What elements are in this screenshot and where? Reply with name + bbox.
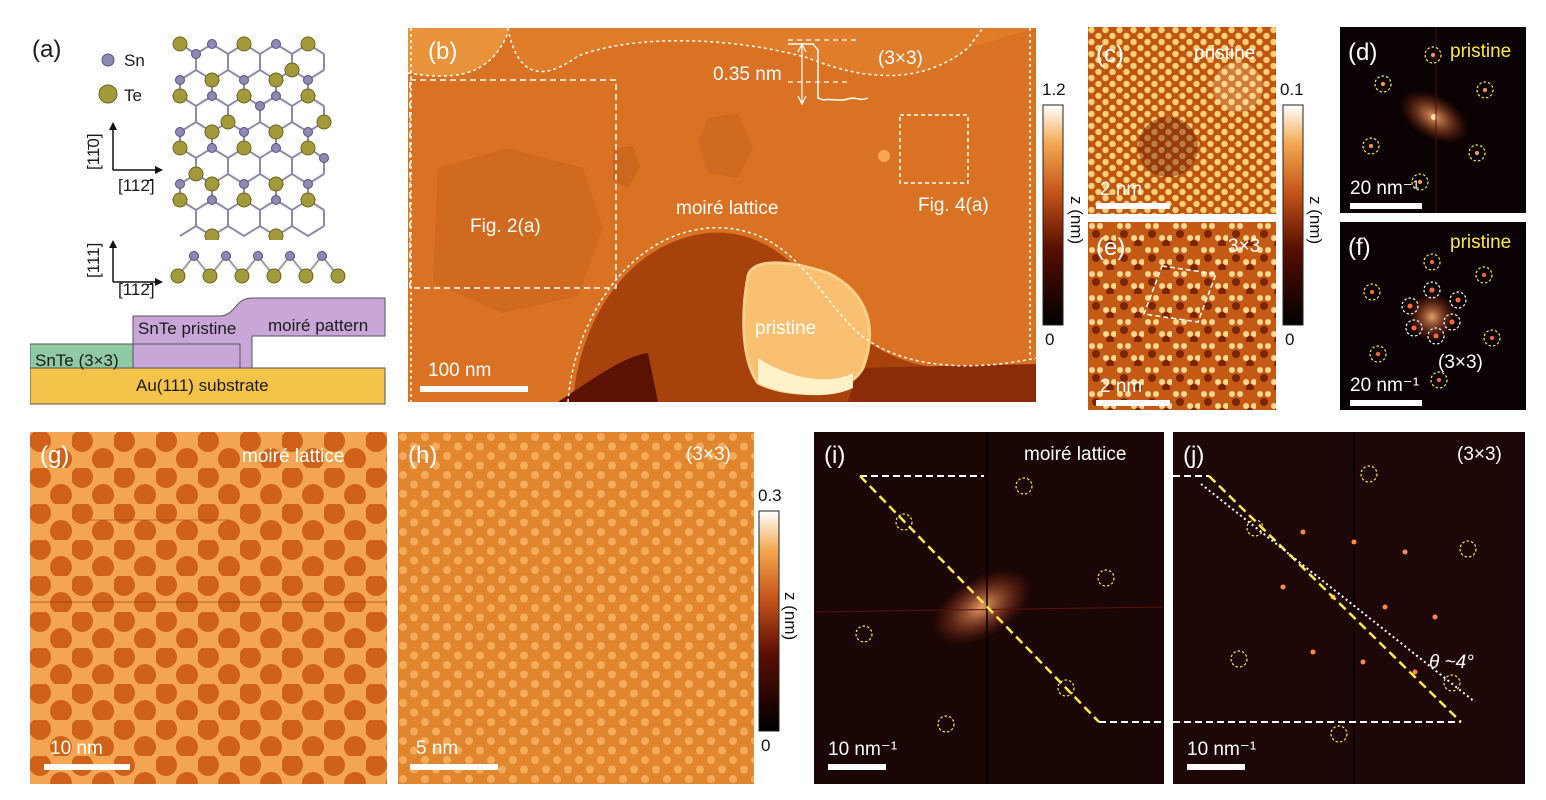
panel-label: (g) (40, 442, 70, 469)
scale-bar-label: 20 nm⁻¹ (1350, 178, 1420, 199)
sn-atom-icon (101, 53, 115, 67)
colorbar-b-axis-label: z (nm) (1067, 196, 1086, 245)
step-height-label: 0.35 nm (713, 64, 782, 85)
panel-d: (d) pristine 20 nm⁻¹ (1340, 27, 1526, 213)
legend-te-label: Te (124, 86, 142, 105)
panel-f: (f) pristine (3×3) 20 nm⁻¹ (1340, 222, 1526, 410)
fft-3x3 (1340, 222, 1526, 410)
colorbar-gh-min: 0 (761, 736, 771, 755)
3x3-tag: (3×3) (1438, 352, 1483, 373)
legend-sn-label: Sn (124, 51, 145, 70)
panel-i: (i) moiré lattice 10 nm⁻¹ (814, 432, 1164, 784)
panel-c: (c) pristine 2 nm (1088, 27, 1276, 214)
te-atom-icon (98, 84, 118, 104)
scale-bar-label: 2 nm (1100, 179, 1143, 200)
scale-bar-label: 100 nm (428, 360, 492, 381)
panel-label: (h) (408, 442, 438, 469)
scale-bar (44, 764, 130, 770)
top-view-lattice (172, 36, 332, 240)
panel-e: (e) 3×3 2 nm (1088, 222, 1276, 410)
3x3-lattice-image (398, 432, 754, 784)
panel-label: (c) (1096, 41, 1124, 68)
colorbar-b-min: 0 (1045, 330, 1055, 349)
pristine-tag: pristine (1450, 41, 1512, 62)
scale-bar (420, 386, 528, 392)
pristine-tag: pristine (1194, 43, 1256, 64)
atom-legend (98, 53, 118, 104)
panel-b: (b) 0.35 nm (3×3) Fig. 2(a) Fig. 4(a) mo… (408, 28, 1036, 402)
schematic-substrate: Au(111) substrate (136, 376, 269, 395)
scale-bar (828, 764, 886, 770)
scale-bar (410, 764, 498, 770)
scale-bar-label: 10 nm⁻¹ (828, 739, 898, 760)
colorbar-b (1042, 104, 1064, 326)
side-axis-horizontal: [112̄] (118, 280, 155, 299)
scale-bar-label: 10 nm⁻¹ (1187, 739, 1257, 760)
panel-label: (e) (1096, 234, 1126, 261)
fig2-box-label: Fig. 2(a) (470, 216, 541, 237)
fft-pristine (1340, 27, 1526, 213)
schematic-snte-3x3: SnTe (3×3) (35, 351, 119, 370)
topography-image (408, 28, 1036, 402)
schematic-snte-pristine: SnTe pristine (138, 319, 237, 338)
panel-label: (b) (428, 38, 458, 65)
schematic-moire-pattern: moiré pattern (268, 316, 369, 335)
region-3x3-label: (3×3) (878, 48, 923, 69)
panel-a: (a) Sn Te (0, 20, 395, 410)
panel-label: (a) (32, 36, 62, 63)
scale-bar-label: 5 nm (416, 738, 459, 759)
stm-image-3x3 (1088, 222, 1276, 410)
colorbar-ce-axis-label: z (nm) (1306, 196, 1325, 245)
scale-bar-label: 10 nm (50, 738, 103, 759)
panel-j: (j) (3×3) θ ~4° 10 nm⁻¹ (1173, 432, 1525, 784)
scale-bar (1096, 400, 1170, 406)
side-view-chain (170, 251, 346, 284)
colorbar-ce-min: 0 (1285, 330, 1295, 349)
moire-lattice-image (30, 432, 387, 784)
panel-label: (d) (1348, 39, 1378, 66)
panel-label: (j) (1183, 442, 1205, 469)
panel-h: (h) (3×3) 5 nm (398, 432, 754, 784)
panel-label: (i) (824, 442, 846, 469)
fft-3x3-large (1173, 432, 1525, 784)
pristine-tag: pristine (1450, 232, 1512, 253)
stm-image-pristine (1088, 27, 1276, 214)
colorbar-gh-axis-label: z (nm) (781, 592, 800, 641)
colorbar-gh-max: 0.3 (758, 486, 782, 505)
scale-bar (1350, 203, 1422, 209)
scale-bar (1187, 764, 1245, 770)
side-axes (109, 240, 163, 286)
top-axis-horizontal: [112̄] (118, 176, 155, 195)
fig4-box-label: Fig. 4(a) (918, 195, 989, 216)
panel-g: (g) moiré lattice 10 nm (30, 432, 387, 784)
3x3-tag: (3×3) (1457, 444, 1502, 465)
panel-label: (f) (1348, 234, 1371, 261)
moire-lattice-tag: moiré lattice (1024, 444, 1127, 465)
pristine-region-label: pristine (755, 318, 817, 339)
colorbar-ce-max: 0.1 (1280, 80, 1304, 99)
layer-schematic (30, 297, 386, 405)
top-axis-vertical: [11̄0] (84, 133, 103, 170)
top-axes (109, 122, 163, 174)
moire-region-label: moiré lattice (676, 198, 779, 219)
3x3-tag: (3×3) (686, 444, 731, 465)
moire-lattice-tag: moiré lattice (242, 446, 345, 467)
scale-bar-label: 20 nm⁻¹ (1350, 375, 1420, 396)
scale-bar (1350, 400, 1422, 406)
colorbar-b-max: 1.2 (1042, 80, 1066, 99)
side-axis-vertical: [111] (84, 242, 103, 278)
fft-moire (814, 432, 1164, 784)
rotation-angle-label: θ ~4° (1429, 652, 1474, 673)
3x3-tag: 3×3 (1228, 236, 1261, 257)
scale-bar (1096, 203, 1170, 209)
colorbar-ce (1282, 104, 1304, 326)
scale-bar-label: 2 nm (1100, 376, 1143, 397)
colorbar-gh (758, 510, 780, 732)
